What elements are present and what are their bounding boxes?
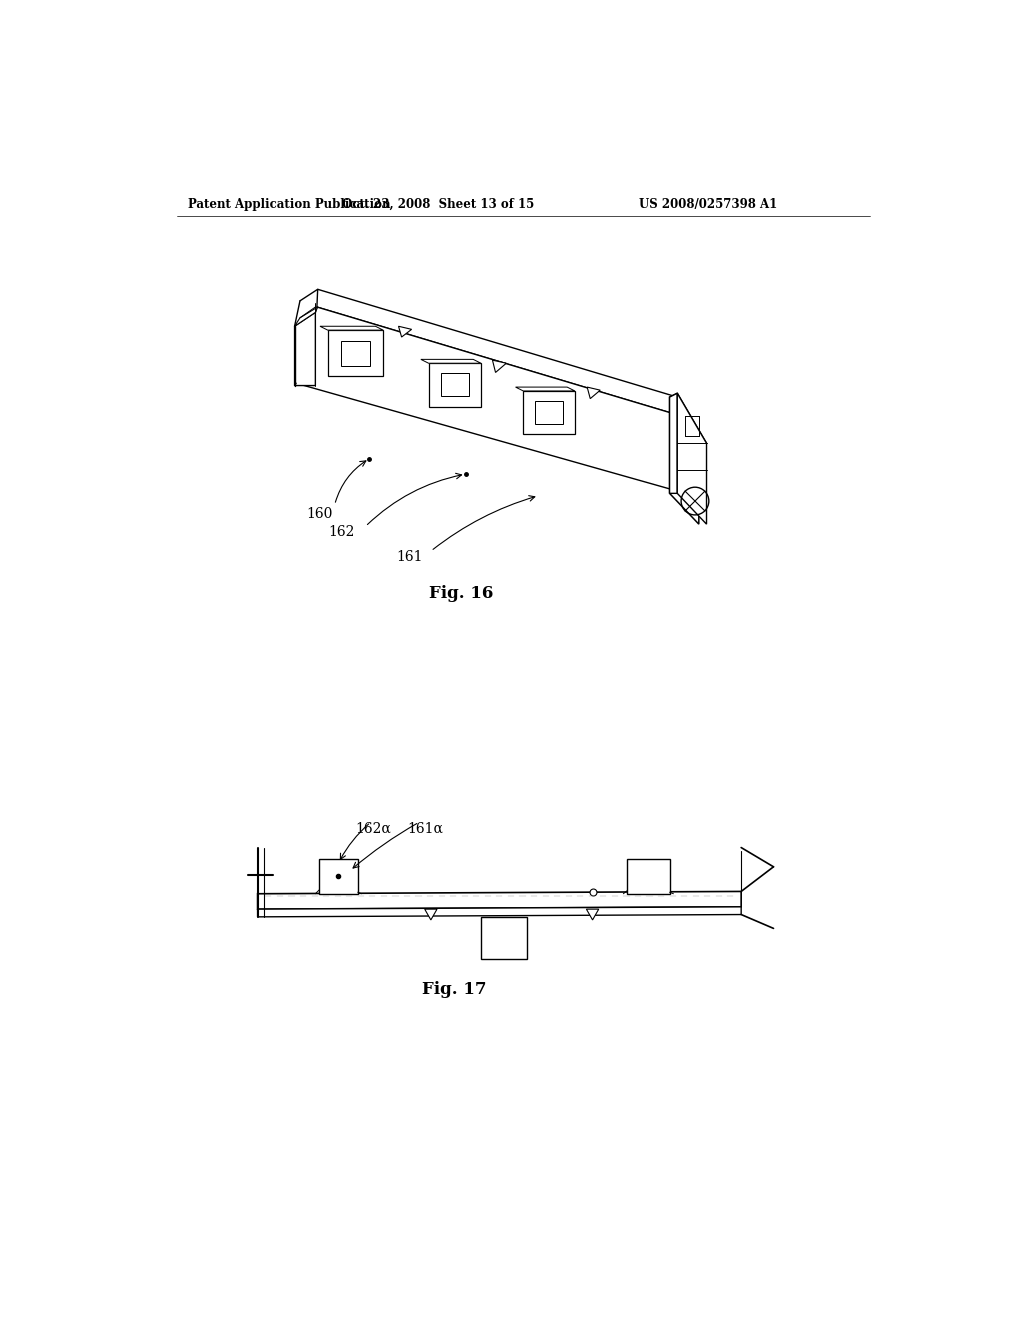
Text: Patent Application Publication: Patent Application Publication	[188, 198, 391, 211]
Polygon shape	[341, 341, 370, 366]
Polygon shape	[587, 909, 599, 920]
Polygon shape	[493, 360, 506, 372]
Text: 160: 160	[306, 507, 333, 521]
Polygon shape	[628, 859, 670, 894]
Text: Fig. 17: Fig. 17	[422, 982, 486, 998]
Polygon shape	[515, 387, 574, 391]
Polygon shape	[398, 326, 412, 337]
Text: 162: 162	[329, 525, 355, 539]
Polygon shape	[295, 308, 317, 326]
Polygon shape	[677, 393, 707, 524]
Polygon shape	[295, 313, 315, 385]
Polygon shape	[535, 401, 562, 424]
Polygon shape	[670, 393, 707, 524]
Text: Fig. 16: Fig. 16	[429, 585, 494, 602]
Polygon shape	[429, 363, 481, 407]
Text: 162α: 162α	[355, 821, 391, 836]
Polygon shape	[319, 326, 383, 330]
Polygon shape	[441, 374, 469, 396]
Text: 161α: 161α	[408, 821, 443, 836]
Polygon shape	[328, 330, 383, 376]
Polygon shape	[587, 387, 600, 399]
Polygon shape	[523, 391, 574, 434]
Polygon shape	[425, 909, 437, 920]
Polygon shape	[316, 289, 677, 414]
Text: 161: 161	[396, 550, 423, 564]
Polygon shape	[421, 359, 481, 363]
Polygon shape	[319, 859, 357, 894]
Text: Oct. 23, 2008  Sheet 13 of 15: Oct. 23, 2008 Sheet 13 of 15	[342, 198, 535, 211]
Polygon shape	[670, 393, 677, 494]
Polygon shape	[258, 907, 741, 917]
Text: US 2008/0257398 A1: US 2008/0257398 A1	[639, 198, 777, 211]
Polygon shape	[481, 917, 527, 960]
Polygon shape	[296, 308, 677, 491]
Polygon shape	[258, 891, 741, 909]
